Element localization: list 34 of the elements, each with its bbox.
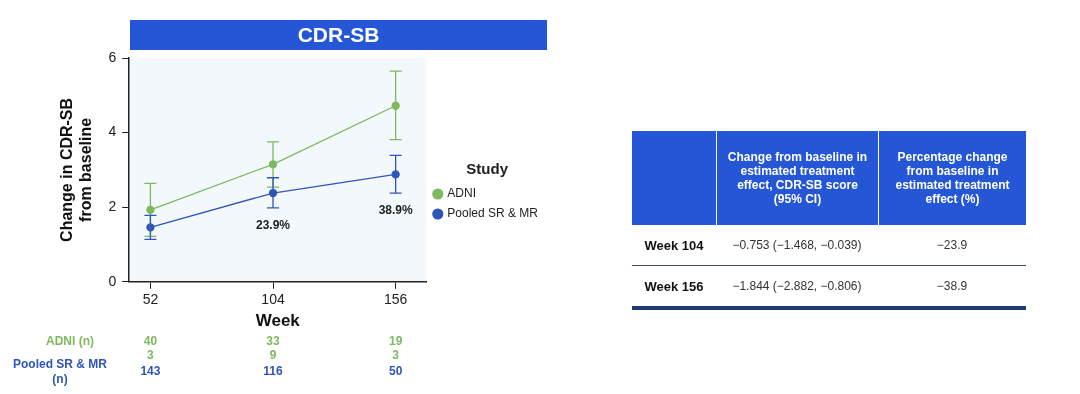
legend-label: Pooled SR & MR	[447, 206, 539, 221]
text: ADNI (n)	[46, 334, 94, 349]
x-tick-label: 156	[383, 291, 408, 308]
text: 3	[147, 348, 155, 363]
text: −38.9	[935, 278, 969, 295]
legend-title: Study	[466, 159, 509, 177]
y-tick-label: 4	[108, 123, 117, 140]
text: Week 104	[643, 236, 705, 255]
annotation: 38.9%	[378, 203, 413, 218]
y-tick-label: 6	[108, 48, 117, 65]
text: 19	[388, 334, 403, 349]
x-tick-label: 104	[261, 291, 285, 308]
legend-label: ADNI	[447, 186, 476, 201]
chart-title: CDR-SB	[130, 20, 547, 50]
y-axis-title: Change in CDR-SB from baseline	[58, 97, 95, 242]
y-tick-label: 0	[108, 272, 117, 289]
text: Pooled SR & MR (n)	[12, 357, 108, 387]
text: −23.9	[935, 237, 969, 254]
text: Change from baseline in estimated treatment effect, CDR-SB score (95% CI)	[716, 131, 878, 225]
text: −0.753 (−1.468, −0.039)	[731, 237, 863, 254]
y-tick-label: 2	[108, 198, 117, 215]
x-tick-label: 52	[142, 291, 159, 308]
text: −1.844 (−2.882, −0.806)	[731, 278, 863, 295]
text: 50	[388, 364, 403, 379]
text: Percentage change from baseline in estimated treatment effect (%)	[878, 131, 1026, 225]
x-axis-title: Week	[255, 311, 301, 331]
annotation: 23.9%	[256, 218, 291, 233]
text: 33	[266, 334, 281, 349]
text: 143	[140, 364, 161, 379]
text: 3	[392, 348, 400, 363]
text: Week 156	[643, 277, 705, 296]
text: 9	[269, 348, 277, 363]
text: 40	[143, 334, 158, 349]
text: 116	[263, 364, 284, 379]
